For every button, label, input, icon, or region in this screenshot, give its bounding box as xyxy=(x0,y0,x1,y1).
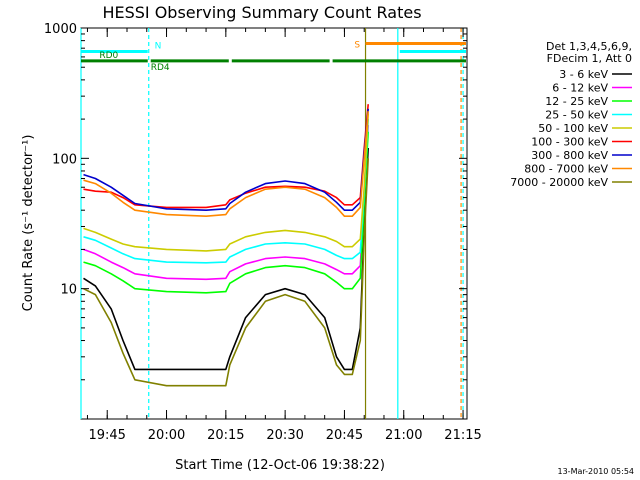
series-line-7 xyxy=(83,111,369,217)
x-tick-label-2: 20:15 xyxy=(207,428,244,443)
flag-label-S: S xyxy=(354,41,360,51)
legend-entry-4: 50 - 100 keV xyxy=(538,122,608,135)
series-line-1 xyxy=(83,125,369,281)
legend-entry-5: 100 - 300 keV xyxy=(531,136,608,149)
series-line-8 xyxy=(83,158,369,387)
chart-title: HESSI Observing Summary Count Rates xyxy=(102,3,421,22)
legend: Det 1,3,4,5,6,9,FDecim 1, Att 0 3 - 6 keV… xyxy=(510,40,632,189)
flag-bars: N RD0 RD4 S xyxy=(81,41,466,73)
legend-entry-2: 12 - 25 keV xyxy=(545,95,608,108)
flag-label-N: N xyxy=(155,42,162,52)
x-tick-label-0: 19:45 xyxy=(88,428,125,443)
series-line-5 xyxy=(83,104,369,209)
x-tick-label-4: 20:45 xyxy=(326,428,363,443)
x-tick-label-6: 21:15 xyxy=(444,428,481,443)
legend-entry-1: 6 - 12 keV xyxy=(552,82,608,95)
y-tick-label-1: 100 xyxy=(52,152,77,167)
y-axis-label: Count Rate (s⁻¹ detector⁻¹) xyxy=(21,135,36,312)
footer-timestamp: 13-Mar-2010 05:54 xyxy=(557,467,635,476)
legend-header-1: FDecim 1, Att 0 xyxy=(547,52,632,65)
series-lines xyxy=(83,104,369,387)
legend-entry-8: 7000 - 20000 keV xyxy=(510,176,608,189)
legend-entry-0: 3 - 6 keV xyxy=(559,68,608,81)
y-tick-label-2: 10 xyxy=(60,283,77,298)
flag-label-RD4: RD4 xyxy=(151,63,170,73)
series-line-6 xyxy=(83,108,369,211)
series-line-0 xyxy=(83,147,369,371)
x-tick-label-3: 20:30 xyxy=(266,428,303,443)
legend-entry-3: 25 - 50 keV xyxy=(545,109,608,122)
legend-entry-7: 800 - 7000 keV xyxy=(524,163,608,176)
x-tick-label-5: 21:00 xyxy=(385,428,422,443)
series-line-3 xyxy=(83,119,369,264)
flag-label-RD0: RD0 xyxy=(99,51,118,61)
vertical-lines xyxy=(80,28,464,419)
plot-area xyxy=(80,27,468,420)
x-axis-label: Start Time (12-Oct-06 19:38:22) xyxy=(175,458,385,473)
axes: 1000 100 10 19:45 20:00 20:15 20:30 20:45 21:00 2… xyxy=(44,22,482,443)
series-line-2 xyxy=(83,131,369,294)
series-line-4 xyxy=(83,113,369,252)
y-tick-label-0: 1000 xyxy=(44,22,77,37)
x-tick-label-1: 20:00 xyxy=(148,428,185,443)
legend-entry-6: 300 - 800 keV xyxy=(531,149,608,162)
legend-header-0: Det 1,3,4,5,6,9, xyxy=(546,40,632,53)
